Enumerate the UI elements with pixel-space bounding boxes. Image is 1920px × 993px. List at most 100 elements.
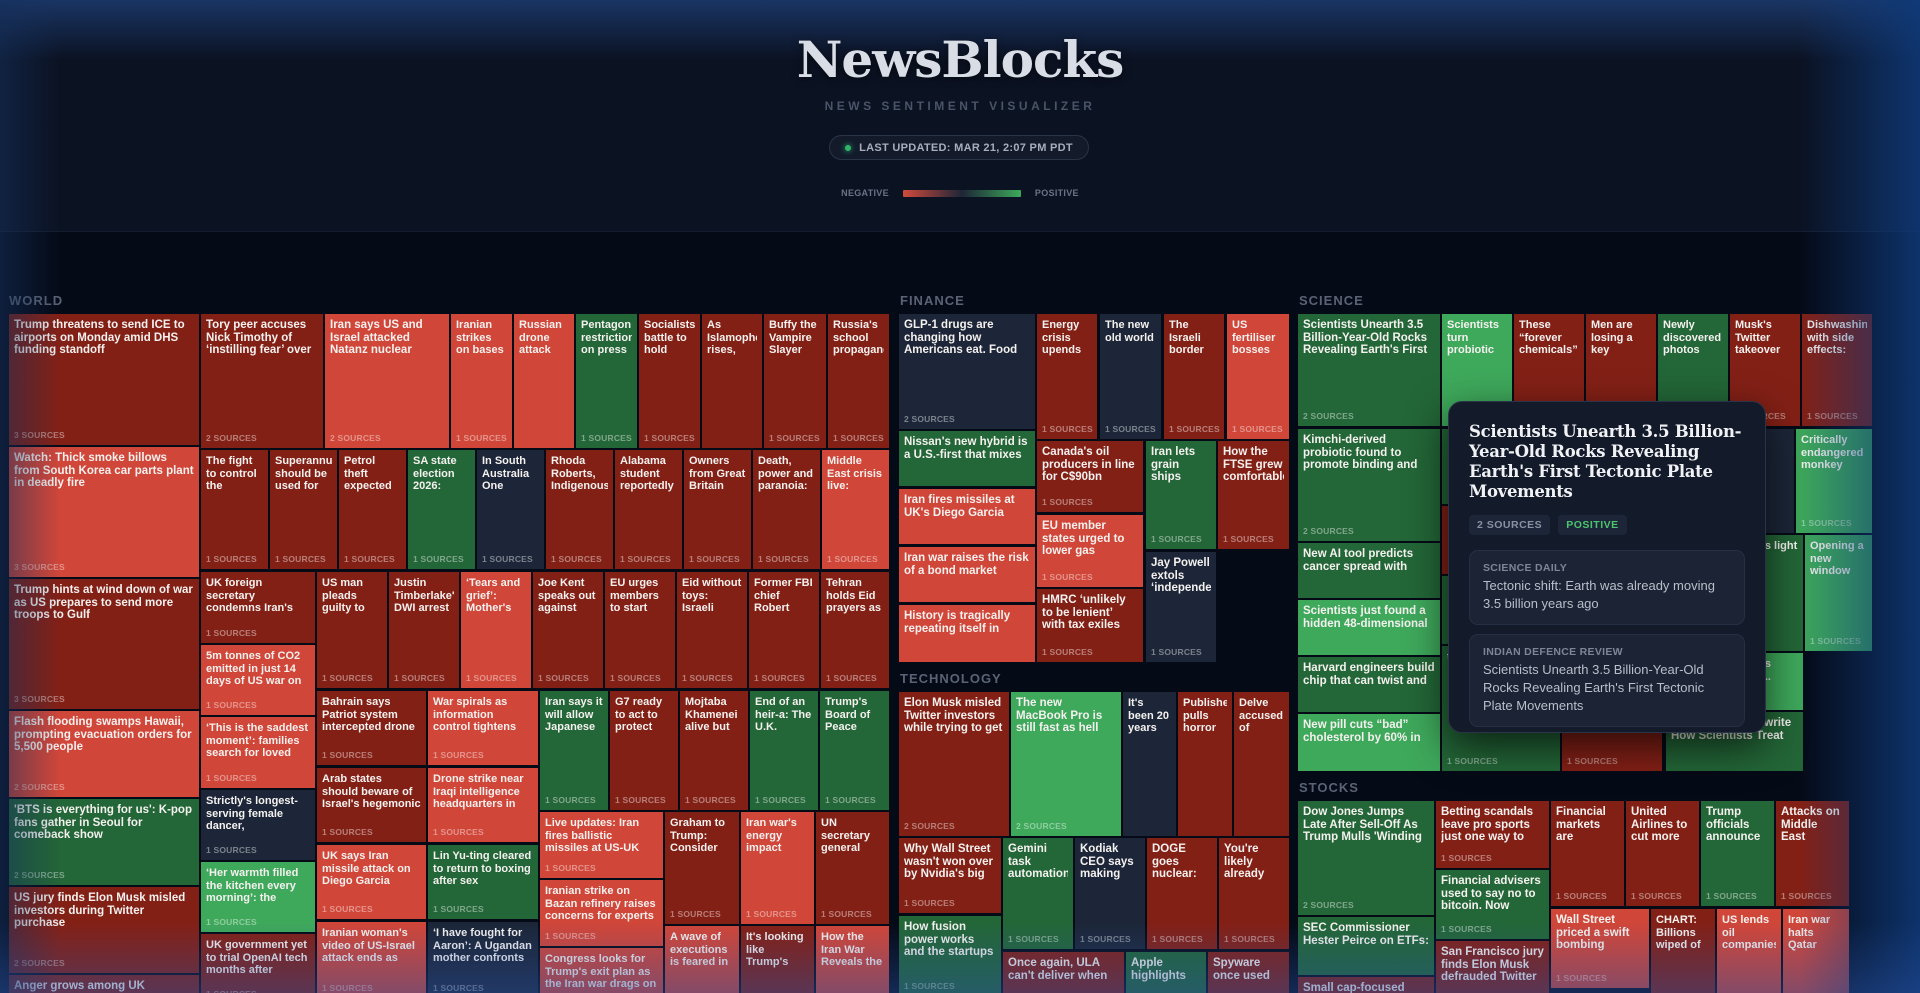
news-tile[interactable]: EU member states urged to lower gas stor… xyxy=(1037,515,1143,587)
news-tile[interactable]: Critically endangered monkey 1 SOURCES xyxy=(1796,429,1872,533)
news-tile[interactable]: Opening a new window 1 SOURCES xyxy=(1805,535,1872,651)
news-tile[interactable]: DOGE goes nuclear: How Trump 1 SOURCES xyxy=(1147,838,1217,949)
news-tile[interactable]: ‘I have fought for Aaron’: A Ugandan mot… xyxy=(428,922,538,993)
news-tile[interactable]: New AI tool predicts cancer spread with xyxy=(1298,543,1440,598)
news-tile[interactable]: ‘Her warmth filled the kitchen every mor… xyxy=(201,862,315,932)
news-tile[interactable]: Socialists battle to hold Paris 1 SOURCES xyxy=(639,314,700,448)
news-tile[interactable]: As Islamophobia rises, xyxy=(702,314,762,448)
news-tile[interactable]: A wave of executions is feared in xyxy=(665,926,739,993)
news-tile[interactable]: Iran war halts Qatar helium xyxy=(1783,909,1849,993)
news-tile[interactable]: Wall Street priced a swift bombing 1 SOUR… xyxy=(1551,909,1649,988)
news-tile[interactable]: Former FBI chief Robert 1 SOURCES xyxy=(749,572,819,688)
news-tile[interactable]: Iran war raises the risk of a bond marke… xyxy=(899,547,1035,602)
news-tile[interactable]: San Francisco jury finds Elon Musk defra… xyxy=(1436,941,1549,993)
news-tile[interactable]: Trump hints at wind down of war as US pr… xyxy=(9,579,199,709)
news-tile[interactable]: The Israeli border towns 1 SOURCES xyxy=(1164,314,1224,439)
news-tile[interactable]: The new MacBook Pro is still fast as hel… xyxy=(1011,692,1121,836)
news-tile[interactable]: Small cap-focused xyxy=(1298,977,1434,993)
news-tile[interactable]: Petrol theft expected to rise in 1 SOURCE… xyxy=(339,450,406,569)
news-tile[interactable]: Betting scandals leave pro sports just o… xyxy=(1436,801,1549,868)
news-tile[interactable]: Trump's Board of Peace 1 SOURCES xyxy=(820,691,889,810)
news-tile[interactable]: Middle East crisis live: Trump says 1 SOU… xyxy=(822,450,889,569)
news-tile[interactable]: End of an heir-a: The U.K. 1 SOURCES xyxy=(750,691,818,810)
news-tile[interactable]: Iranian woman's video of US-Israel attac… xyxy=(317,922,426,993)
news-tile[interactable]: UK says Iran missile attack on Diego Gar… xyxy=(317,845,426,919)
news-tile[interactable]: New pill cuts “bad” cholesterol by 60% i… xyxy=(1298,714,1440,771)
news-tile[interactable]: Drone strike near Iraqi intelligence hea… xyxy=(428,768,538,842)
news-tile[interactable]: Canada's oil producers in line for C$90b… xyxy=(1037,441,1143,512)
news-tile[interactable]: Death, power and paranoia: 1 SOURCES xyxy=(753,450,820,569)
news-tile[interactable]: Eid without toys: Israeli 1 SOURCES xyxy=(677,572,747,688)
news-tile[interactable]: Rhoda Roberts, Indigenous 1 SOURCES xyxy=(546,450,613,569)
news-tile[interactable]: Tory peer accuses Nick Timothy of ‘insti… xyxy=(201,314,323,448)
news-tile[interactable]: ‘Tears and grief’: Mother's 1 SOURCES xyxy=(461,572,531,688)
news-tile[interactable]: Trump officials announce 1 SOURCES xyxy=(1701,801,1774,906)
news-tile[interactable]: Iran says US and Israel attacked Natanz … xyxy=(325,314,449,448)
news-tile[interactable]: Russia's school propaganda 1 SOURCES xyxy=(828,314,889,448)
news-tile[interactable]: Congress looks for Trump's exit plan as … xyxy=(540,948,663,993)
news-tile[interactable]: US fertiliser bosses 1 SOURCES xyxy=(1227,314,1289,439)
news-tile[interactable]: Scientists just found a hidden 48-dimens… xyxy=(1298,600,1440,655)
news-tile[interactable]: Graham to Trump: Consider 1 SOURCES xyxy=(665,812,739,924)
news-tile[interactable]: Energy crisis upends 1 SOURCES xyxy=(1037,314,1097,439)
news-tile[interactable]: Iran war's energy impact 1 SOURCES xyxy=(741,812,814,924)
news-tile[interactable]: EU urges members to start 1 SOURCES xyxy=(605,572,675,688)
news-tile[interactable]: It's been 20 years since the xyxy=(1123,692,1176,836)
news-tile[interactable]: Pentagon restrictions on press 1 SOURCES xyxy=(576,314,637,448)
news-tile[interactable]: Owners from Great Britain 1 SOURCES xyxy=(684,450,751,569)
news-tile[interactable]: Once again, ULA can't deliver when the U… xyxy=(1003,952,1124,993)
news-tile[interactable]: Anger grows among UK ministers xyxy=(9,975,199,993)
news-tile[interactable]: Iran lets grain ships through 1 SOURCES xyxy=(1146,441,1216,549)
news-tile[interactable]: Iranian strike on Bazan refinery raises … xyxy=(540,880,663,946)
news-tile[interactable]: Arab states should beware of Israel's he… xyxy=(317,768,426,842)
news-tile[interactable]: How the Iran War Reveals the xyxy=(816,926,889,993)
news-tile[interactable]: Alabama student reportedly 1 SOURCES xyxy=(615,450,682,569)
news-tile[interactable]: Bahrain says Patriot system intercepted … xyxy=(317,691,426,765)
news-tile[interactable]: Scientists Unearth 3.5 Billion-Year-Old … xyxy=(1298,314,1440,426)
news-tile[interactable]: Kimchi-derived probiotic found to promot… xyxy=(1298,429,1440,541)
news-tile[interactable]: Jay Powell extols ‘independence 1 SOURCES xyxy=(1146,552,1216,662)
news-tile[interactable]: Strictly's longest-serving female dancer… xyxy=(201,790,315,860)
news-tile[interactable]: Tehran holds Eid prayers as 1 SOURCES xyxy=(821,572,889,688)
news-tile[interactable]: Joe Kent speaks out against 1 SOURCES xyxy=(533,572,603,688)
news-tile[interactable]: Lin Yu-ting cleared to return to boxing … xyxy=(428,845,538,919)
news-tile[interactable]: Iran says it will allow Japanese 1 SOURCE… xyxy=(540,691,608,810)
news-tile[interactable]: Buffy the Vampire Slayer 1 SOURCES xyxy=(764,314,826,448)
news-tile[interactable]: United Airlines to cut more 1 SOURCES xyxy=(1626,801,1699,906)
news-tile[interactable]: Why Wall Street wasn't won over by Nvidi… xyxy=(899,838,1001,913)
news-tile[interactable]: Financial advisers used to say no to bit… xyxy=(1436,870,1549,939)
news-tile[interactable]: GLP-1 drugs are changing how Americans e… xyxy=(899,314,1035,429)
news-tile[interactable]: UK foreign secretary condemns Iran's 1 SO… xyxy=(201,572,315,643)
news-tile[interactable]: ‘This is the saddest moment’: families s… xyxy=(201,717,315,788)
news-tile[interactable]: Gemini task automation 1 SOURCES xyxy=(1003,838,1073,949)
news-tile[interactable]: Flash flooding swamps Hawaii, prompting … xyxy=(9,711,199,797)
news-tile[interactable]: HMRC ‘unlikely to be lenient’ with tax e… xyxy=(1037,589,1143,662)
news-tile[interactable]: G7 ready to act to protect 1 SOURCES xyxy=(610,691,678,810)
news-tile[interactable]: Harvard engineers build chip that can tw… xyxy=(1298,657,1440,712)
news-tile[interactable]: Nissan's new hybrid is a U.S.-first that… xyxy=(899,431,1035,486)
news-tile[interactable]: Trump threatens to send ICE to airports … xyxy=(9,314,199,445)
news-tile[interactable]: The fight to control the narrative in 1 S… xyxy=(201,450,268,569)
news-tile[interactable]: Live updates: Iran fires ballistic missi… xyxy=(540,812,663,878)
news-tile[interactable]: It's looking like Trump's xyxy=(741,926,814,993)
news-tile[interactable]: SEC Commissioner Hester Peirce on ETFs: … xyxy=(1298,917,1434,975)
news-tile[interactable]: Apple highlights 13 enhancements xyxy=(1126,952,1206,993)
news-tile[interactable]: Watch: Thick smoke billows from South Ko… xyxy=(9,447,199,577)
news-tile[interactable]: The new old world 1 SOURCES xyxy=(1100,314,1161,439)
news-tile[interactable]: Kodiak CEO says making 1 SOURCES xyxy=(1075,838,1145,949)
news-tile[interactable]: How the FTSE grew comfortable 1 SOURCES xyxy=(1218,441,1289,549)
news-tile[interactable]: Financial markets are responding 1 SOURCE… xyxy=(1551,801,1624,906)
news-tile[interactable]: CHART: Billions wiped of xyxy=(1651,909,1715,993)
news-tile[interactable]: Publisher pulls horror xyxy=(1178,692,1232,836)
news-tile[interactable]: US man pleads guilty to 1 SOURCES xyxy=(317,572,387,688)
news-tile[interactable]: Justin Timberlake's DWI arrest 1 SOURCES xyxy=(389,572,459,688)
news-tile[interactable]: Mojtaba Khamenei alive but 1 SOURCES xyxy=(680,691,748,810)
news-tile[interactable]: Spyware once used by governments xyxy=(1208,952,1289,993)
news-tile[interactable]: In South Australia One Nation 1 SOURCES xyxy=(477,450,544,569)
news-tile[interactable]: History is tragically repeating itself i… xyxy=(899,605,1035,662)
news-tile[interactable]: You're likely already 1 SOURCES xyxy=(1219,838,1289,949)
news-tile[interactable]: Attacks on Middle East energy 1 SOURCES xyxy=(1776,801,1849,906)
news-tile[interactable]: Elon Musk misled Twitter investors while… xyxy=(899,692,1009,836)
news-tile[interactable]: War spirals as information control tight… xyxy=(428,691,538,765)
news-tile[interactable]: Delve accused of xyxy=(1234,692,1289,836)
